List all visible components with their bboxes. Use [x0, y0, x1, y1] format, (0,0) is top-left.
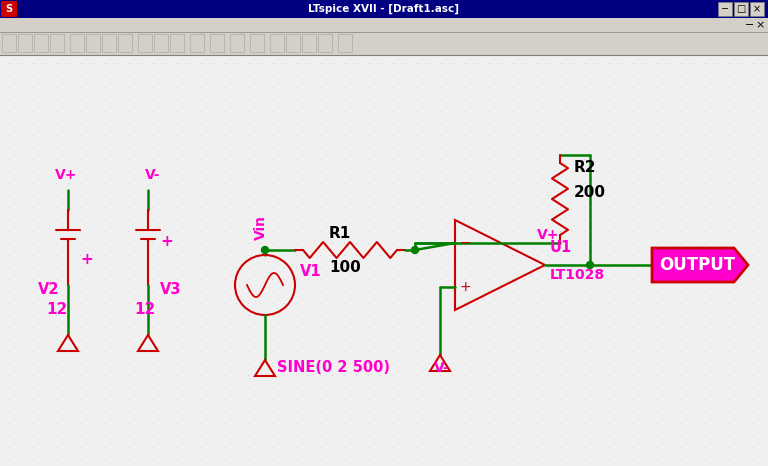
Bar: [210, 34, 224, 52]
Circle shape: [412, 247, 419, 254]
Text: V+: V+: [537, 228, 559, 242]
Bar: [18, 34, 32, 52]
Text: SINE(0 2 500): SINE(0 2 500): [277, 361, 390, 376]
Bar: [190, 34, 204, 52]
Bar: [70, 34, 84, 52]
Text: −: −: [745, 20, 755, 30]
Bar: [86, 34, 100, 52]
Text: V1: V1: [300, 265, 322, 280]
Text: V3: V3: [160, 282, 181, 297]
Text: File: File: [20, 21, 37, 30]
Text: S: S: [5, 4, 12, 14]
Bar: [750, 2, 764, 16]
Text: 100: 100: [329, 260, 361, 275]
Bar: [286, 34, 300, 52]
Text: V+: V+: [55, 168, 78, 182]
Bar: [138, 34, 152, 52]
Text: +: +: [80, 253, 93, 267]
Bar: [34, 34, 48, 52]
Bar: [154, 34, 168, 52]
Text: V-: V-: [145, 168, 161, 182]
Bar: [270, 34, 284, 52]
Text: −: −: [721, 4, 729, 14]
Text: Hierarchy: Hierarchy: [74, 21, 122, 30]
Text: U1: U1: [550, 240, 572, 254]
Text: +: +: [160, 234, 173, 249]
Bar: [50, 34, 64, 52]
Bar: [2, 34, 16, 52]
Bar: [250, 34, 264, 52]
Bar: [718, 2, 732, 16]
Text: R2: R2: [574, 160, 597, 175]
Bar: [1, 1, 17, 17]
Bar: [0, 18, 768, 32]
Text: LTspice XVII - [Draft1.asc]: LTspice XVII - [Draft1.asc]: [309, 4, 459, 14]
Text: 200: 200: [574, 185, 606, 200]
Polygon shape: [652, 248, 748, 282]
Bar: [170, 34, 184, 52]
Text: V2: V2: [38, 282, 59, 297]
Bar: [318, 34, 332, 52]
Bar: [734, 2, 748, 16]
Text: OUTPUT: OUTPUT: [659, 256, 735, 274]
Text: 12: 12: [46, 302, 68, 317]
Text: View: View: [128, 21, 152, 30]
Text: ×: ×: [755, 20, 765, 30]
Bar: [0, 55, 768, 466]
Text: R1: R1: [329, 226, 351, 241]
Text: LT1028: LT1028: [550, 268, 605, 282]
Text: −: −: [459, 236, 471, 250]
Text: +: +: [459, 280, 471, 294]
Text: Tools: Tools: [210, 21, 234, 30]
Text: Simulate: Simulate: [158, 21, 202, 30]
Bar: [118, 34, 132, 52]
Text: Edit: Edit: [48, 21, 68, 30]
Circle shape: [261, 247, 269, 254]
Text: ×: ×: [753, 4, 761, 14]
Bar: [230, 34, 244, 52]
Text: Window: Window: [240, 21, 280, 30]
Text: 12: 12: [134, 302, 155, 317]
Text: V-: V-: [434, 361, 450, 375]
Circle shape: [587, 261, 594, 268]
Bar: [338, 34, 352, 52]
Bar: [0, 18, 768, 32]
Text: Help: Help: [282, 21, 305, 30]
Bar: [0, 0, 768, 18]
Text: Vin: Vin: [254, 215, 268, 240]
Text: □: □: [737, 4, 746, 14]
Bar: [102, 34, 116, 52]
Bar: [302, 34, 316, 52]
Bar: [0, 32, 768, 55]
